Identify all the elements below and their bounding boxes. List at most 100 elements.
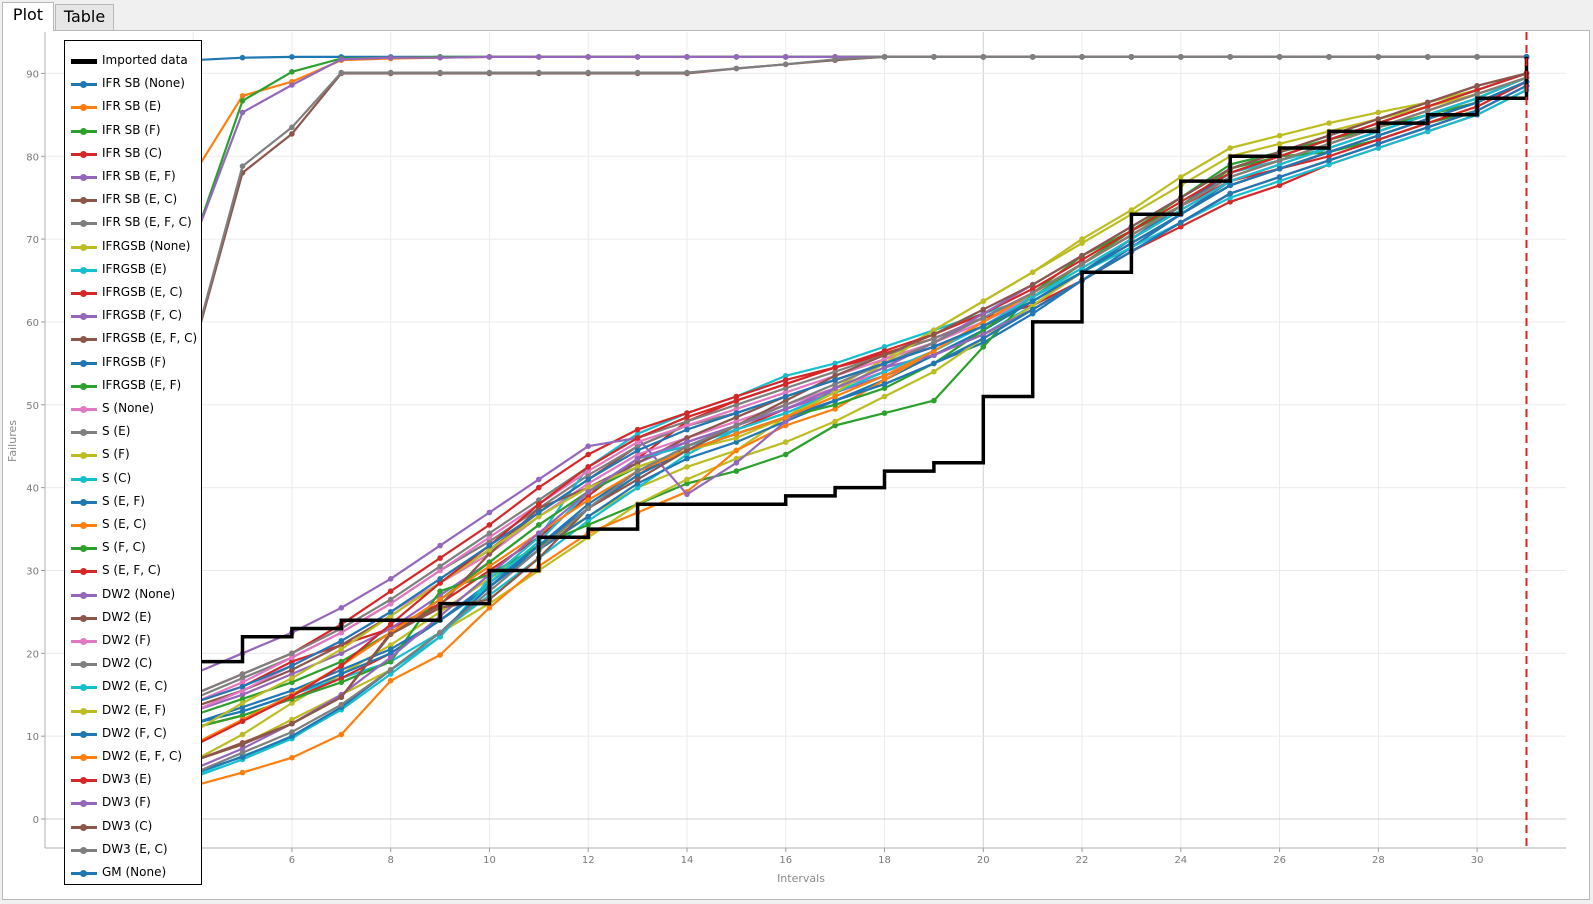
data-point	[634, 69, 641, 76]
data-point	[733, 406, 740, 412]
data-point	[733, 414, 740, 421]
data-point	[634, 439, 641, 445]
data-point	[980, 310, 987, 317]
data-point	[1424, 99, 1431, 106]
data-point	[437, 563, 443, 570]
legend-label: DW3 (C)	[102, 818, 153, 833]
data-point	[486, 547, 493, 553]
data-point	[486, 542, 493, 549]
data-point	[1079, 261, 1085, 267]
legend-marker	[80, 104, 87, 112]
series-line	[143, 56, 1528, 792]
data-point	[486, 605, 493, 611]
series-line	[142, 55, 1527, 530]
data-point	[832, 397, 838, 404]
legend-item: DW2 (None)	[65, 585, 201, 605]
x-axis-label: Intervals	[777, 872, 825, 885]
data-point	[1079, 257, 1085, 263]
legend-item: IFR SB (E, F)	[65, 167, 201, 187]
data-point	[684, 418, 690, 425]
legend-marker	[80, 707, 87, 715]
data-point	[1029, 54, 1036, 60]
data-point	[733, 447, 740, 454]
data-point	[931, 344, 937, 350]
data-point	[832, 402, 838, 408]
tab-table[interactable]: Table	[55, 4, 114, 30]
x-tick-label: 6	[289, 855, 295, 866]
legend-marker	[80, 336, 87, 344]
data-point	[1178, 54, 1184, 60]
x-tick-label: 26	[1273, 855, 1286, 866]
data-point	[684, 455, 690, 462]
data-point	[1326, 157, 1332, 164]
data-point	[338, 638, 345, 644]
data-point	[1128, 207, 1135, 213]
data-point	[239, 704, 246, 710]
legend-item: DW3 (F)	[65, 793, 201, 813]
legend-marker	[80, 545, 87, 553]
data-point	[931, 327, 937, 334]
legend-marker	[80, 359, 87, 367]
legend-item: IFR SB (E, F, C)	[65, 213, 201, 233]
data-point	[239, 93, 246, 99]
legend-label: S (None)	[102, 401, 155, 415]
legend-marker	[80, 591, 87, 599]
data-point	[881, 356, 888, 363]
data-point	[338, 69, 345, 76]
data-point	[585, 518, 591, 524]
data-point	[1424, 124, 1431, 131]
data-point	[239, 696, 246, 702]
legend-marker	[80, 197, 87, 205]
data-point	[931, 335, 937, 342]
legend-label: DW3 (E, C)	[102, 841, 168, 856]
data-point	[1029, 302, 1036, 309]
data-point	[634, 480, 641, 487]
data-point	[1029, 294, 1036, 300]
data-point	[931, 339, 937, 346]
data-point	[684, 476, 690, 483]
legend-marker	[80, 661, 87, 669]
data-point	[536, 509, 542, 516]
data-point	[387, 642, 394, 648]
legend-marker	[80, 522, 87, 529]
legend-label: DW3 (F)	[102, 795, 151, 810]
data-point	[1375, 54, 1382, 60]
data-point	[585, 484, 591, 491]
y-tick-label: 70	[26, 235, 39, 246]
data-point	[536, 476, 542, 483]
data-point	[437, 629, 443, 636]
legend-item: DW2 (F, C)	[65, 724, 201, 744]
data-point	[486, 54, 493, 60]
data-point	[437, 567, 443, 574]
tab-plot[interactable]: Plot	[2, 2, 54, 31]
data-point	[585, 480, 591, 487]
data-point	[289, 700, 295, 706]
data-point	[239, 687, 246, 694]
data-point	[289, 54, 295, 60]
data-point	[1375, 132, 1382, 139]
data-point	[832, 385, 838, 392]
data-point	[1227, 182, 1233, 189]
data-point	[1276, 54, 1283, 60]
y-tick-label: 30	[26, 566, 39, 577]
data-point	[239, 671, 246, 677]
legend-item: IFRGSB (None)	[65, 237, 201, 257]
legend-item: DW2 (E, F)	[65, 701, 201, 721]
data-point	[437, 542, 443, 549]
series-line	[143, 56, 1528, 709]
data-point	[733, 402, 740, 408]
data-point	[931, 360, 937, 367]
data-point	[881, 410, 888, 416]
legend-label: IFR SB (None)	[102, 76, 185, 91]
data-point	[1178, 219, 1184, 226]
data-point	[289, 131, 295, 137]
data-point	[832, 389, 838, 396]
data-point	[634, 468, 641, 474]
data-point	[881, 381, 888, 387]
legend-item: IFR SB (F)	[65, 121, 201, 141]
legend-label: DW2 (E, C)	[102, 679, 168, 694]
legend-marker	[80, 313, 87, 321]
data-point	[1079, 54, 1085, 60]
data-point	[585, 489, 591, 495]
data-point	[782, 61, 789, 68]
